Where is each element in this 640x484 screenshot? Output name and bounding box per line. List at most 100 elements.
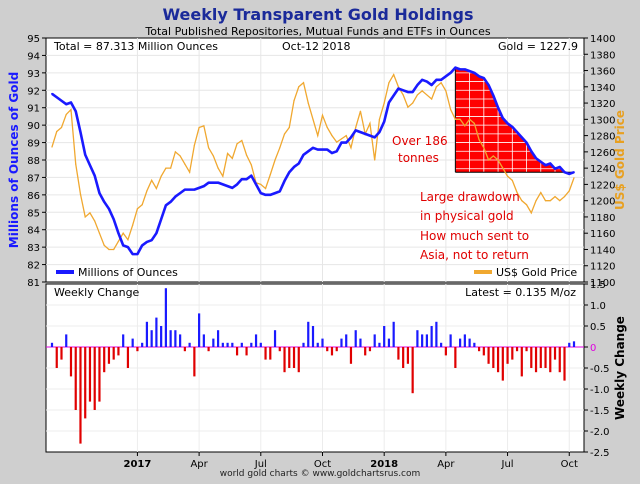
- lower-axis-tick-label: -0.5: [590, 364, 610, 375]
- annotation-large-drawdown: Large drawdown: [420, 190, 520, 204]
- holdings-point: [558, 166, 561, 168]
- holdings-point: [421, 78, 424, 81]
- weekly-change-bar: [563, 347, 566, 381]
- x-axis: 2017 Apr Jul Oct 2018 Apr Jul Oct: [123, 452, 578, 470]
- gold-price-point: [60, 126, 63, 129]
- gold-price-point: [79, 193, 82, 195]
- left-axis-tick-label: 85: [27, 208, 40, 219]
- gold-price-point: [189, 171, 191, 173]
- holdings-point: [440, 78, 443, 81]
- holdings-point: [487, 84, 490, 86]
- gold-price-point: [132, 224, 134, 226]
- lower-axis-tick-label: 0.5: [590, 322, 606, 333]
- weekly-change-bar: [292, 347, 296, 368]
- holdings-point: [554, 167, 556, 170]
- weekly-change-bar: [496, 347, 500, 373]
- holdings-point: [506, 122, 509, 125]
- gold-price-point: [445, 90, 447, 92]
- gold-price-point: [136, 208, 139, 210]
- holdings-point: [207, 181, 210, 184]
- gold-price-point: [89, 212, 91, 214]
- right-axis-tick-label: 1160: [590, 229, 615, 240]
- holdings-point: [122, 244, 125, 247]
- gold-price-point: [65, 113, 67, 116]
- weekly-change-bar: [477, 347, 481, 352]
- holdings-point: [302, 153, 305, 156]
- latest-change: Latest = 0.135 M/oz: [465, 286, 576, 299]
- gold-price-point: [203, 125, 205, 127]
- annotation-how-much: How much sent to: [420, 229, 529, 243]
- weekly-change-bar: [572, 341, 576, 347]
- holdings-point: [108, 207, 110, 210]
- weekly-change-bar: [316, 342, 319, 347]
- right-axis-label: US$ Gold Price: [613, 110, 627, 210]
- gold-price-point: [573, 177, 575, 179]
- holdings-point: [112, 218, 115, 221]
- weekly-change-bar: [297, 347, 300, 373]
- gold-price-point: [165, 167, 167, 169]
- holdings-point: [321, 148, 324, 151]
- gold-price-point: [127, 239, 129, 241]
- weekly-change-bar: [231, 342, 234, 347]
- gold-price-point: [117, 240, 120, 242]
- left-axis-tick-label: 83: [27, 243, 40, 254]
- weekly-change-bar: [79, 347, 82, 444]
- holdings-series: [51, 66, 575, 256]
- gold-price-point: [454, 118, 456, 120]
- holdings-point: [435, 78, 438, 81]
- gold-price-point: [217, 167, 219, 169]
- holdings-point: [117, 232, 120, 235]
- left-axis-tick-label: 86: [27, 191, 40, 202]
- holdings-point: [497, 106, 499, 109]
- gold-price-point: [511, 179, 513, 181]
- gold-price-point: [469, 118, 471, 120]
- left-axis-tick-label: 88: [27, 156, 40, 167]
- holdings-point: [103, 200, 106, 203]
- x-axis-tick-label: Oct: [561, 459, 578, 470]
- gold-price-point: [393, 74, 395, 76]
- left-y-axis: 81 82 83 84 85 86 87 88 89 90 91 92 93 94 95: [27, 34, 46, 289]
- holdings-point: [345, 141, 348, 144]
- weekly-change-bar: [473, 342, 476, 347]
- lower-axis-tick-label: -2.0: [590, 427, 610, 438]
- weekly-change-bar: [136, 347, 139, 352]
- gold-price-point: [94, 220, 96, 222]
- gold-price-point: [407, 106, 409, 108]
- holdings-point: [217, 181, 219, 184]
- annotation-over-186: Over 186: [392, 134, 448, 148]
- left-axis-tick-label: 92: [27, 86, 40, 97]
- holdings-point: [316, 148, 319, 151]
- gold-price-point: [245, 154, 248, 156]
- weekly-change-bar: [65, 334, 68, 347]
- x-axis-tick-label: Jul: [254, 459, 267, 470]
- holdings-point: [340, 141, 343, 144]
- gold-price-point: [535, 200, 537, 202]
- left-axis-tick-label: 91: [27, 104, 40, 115]
- gold-price-point: [160, 175, 162, 177]
- weekly-change-bar: [430, 326, 433, 347]
- right-axis-tick-label: 1280: [590, 132, 615, 143]
- holdings-point: [359, 131, 362, 134]
- left-axis-tick-label: 93: [27, 69, 40, 80]
- gold-price-point: [502, 167, 504, 169]
- holdings-point: [164, 204, 167, 207]
- holdings-point: [236, 183, 238, 186]
- gold-price-point: [141, 204, 143, 206]
- holdings-point: [198, 186, 201, 189]
- weekly-change-bar: [117, 347, 120, 356]
- gold-price-point: [307, 102, 309, 104]
- x-axis-tick-label: Apr: [437, 459, 455, 470]
- right-axis-tick-label: 1300: [590, 115, 615, 126]
- right-axis-tick-label: 1400: [590, 34, 615, 45]
- holdings-point: [51, 92, 53, 95]
- weekly-change-bar: [349, 347, 353, 364]
- holdings-point: [297, 162, 300, 165]
- gold-price-point: [302, 82, 305, 84]
- holdings-point: [520, 136, 523, 139]
- holdings-point: [407, 91, 409, 93]
- weekly-change-bar: [107, 347, 111, 364]
- gold-price-series: [51, 73, 575, 251]
- weekly-change-bar: [179, 334, 182, 347]
- weekly-change-bar: [207, 347, 210, 352]
- gold-price-point: [440, 82, 442, 84]
